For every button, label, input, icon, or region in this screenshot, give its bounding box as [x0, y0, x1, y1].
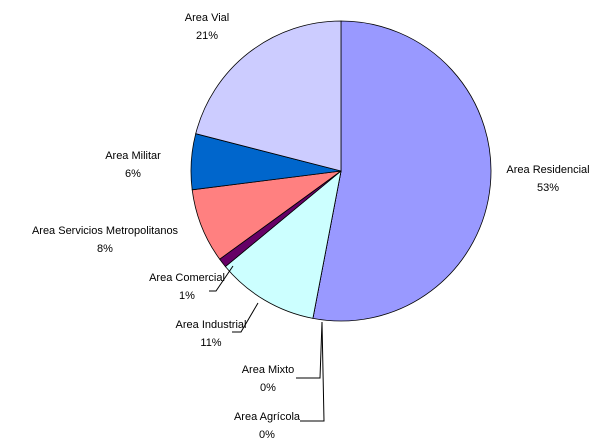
slice-value-label: 53% [537, 182, 559, 194]
leader-line [296, 321, 323, 379]
slice-label: Area Residencial [506, 164, 589, 176]
pie-slice [312, 20, 492, 322]
pie-slice [224, 169, 342, 319]
slice-value-label: 0% [259, 429, 275, 441]
slice-value-label: 0% [260, 382, 276, 394]
slice-value-label: 1% [179, 290, 195, 302]
slice-value-label: 8% [97, 243, 113, 255]
slice-value-label: 21% [196, 30, 218, 42]
slice-label: Area Militar [105, 150, 161, 162]
slice-value-label: 6% [125, 168, 141, 180]
leader-line [232, 302, 259, 333]
slice-label: Area Vial [185, 12, 229, 24]
leader-line [209, 265, 234, 292]
slice-label: Area Agrícola [234, 411, 301, 423]
slice-value-label: 11% [200, 337, 221, 349]
pie-slice [195, 20, 342, 172]
slice-label: Area Industrial [176, 319, 247, 331]
slice-label: Area Servicios Metropolitanos [32, 225, 179, 237]
leader-line [300, 321, 325, 422]
slice-label: Area Comercial [149, 272, 225, 284]
slice-label: Area Mixto [242, 364, 295, 376]
